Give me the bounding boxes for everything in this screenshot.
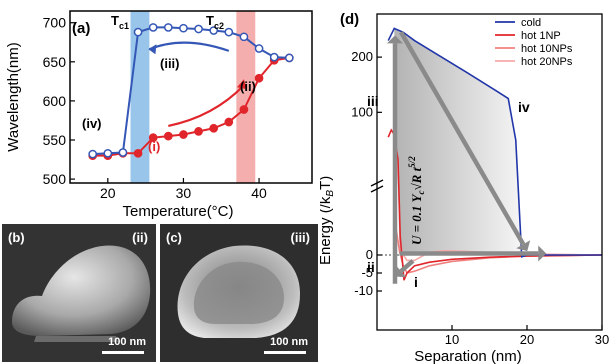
a-data-point [163,23,173,32]
red-curve-arrow [168,84,245,128]
a-y-tick-label: 500 [43,171,67,187]
a-data-point [88,149,98,159]
d-y-tick-label: 0 [366,247,373,262]
d-x-tick-label: 10 [445,332,459,347]
a-y-tick-label: 600 [43,93,67,109]
red-arrowhead [236,79,247,90]
annotation-iv: (iv) [82,116,102,131]
a-y-tick-label: 550 [43,132,67,148]
arrow-right-ii-head [538,245,547,262]
annotation-i-d: i [414,274,418,290]
arrow-down-iv-head [516,240,531,252]
blue-curve-arrow [148,41,230,52]
legend-entry: cold [521,17,541,29]
legend-entry: hot 20NPs [521,56,573,68]
d-x-tick-label: 20 [520,332,534,347]
a-data-point [118,148,128,157]
legend-entry: hot 10NPs [521,43,573,55]
panel-c-state-label: (iii) [290,230,311,245]
sem-image-b: (b) (ii) 100 nm [2,224,156,362]
barrier-formula: U = 0.1 Yc√R t5/2 [407,156,426,245]
annotation-iii-d: iii [367,93,379,109]
a-x-tick-label: 40 [251,185,267,201]
panel-a-frame [69,10,313,184]
arrow-up-iii-head [387,35,403,44]
arrow-down-i-head [394,265,407,278]
panel-c-label: (c) [166,230,182,245]
a-data-point [133,27,143,37]
a-y-tick-label: 650 [43,54,67,70]
d-x-tick-label: 30 [595,332,609,347]
panel-b-scale-bar [102,351,144,354]
panel-c-scale-bar [264,351,306,354]
arrow-down-iv [399,31,526,246]
particle-merged-shape [2,224,156,362]
a-data-point [179,130,188,139]
particle-shell-shape [160,224,318,362]
a-data-point [148,133,158,143]
a-data-point [133,148,143,158]
panel-b-scale-text: 100 nm [108,336,146,348]
a-y-tick-label: 700 [43,15,67,31]
annotation-ii: (ii) [240,79,256,94]
a-data-point [224,27,234,37]
panel-a-y-axis-label: Wavelength(nm) [5,42,22,151]
blue-arrowhead [148,44,157,55]
panel-d-y-axis-label: Energy (/kBT) [320,176,336,265]
tc1-band-label: Tc1 [111,13,129,31]
a-data-point [148,23,158,32]
a-series-line-0 [92,56,290,157]
a-x-tick-label: 30 [176,185,192,201]
tc2-band-label: Tc2 [206,13,224,31]
a-data-point [194,24,203,34]
a-x-tick-label: 20 [100,185,116,201]
band-tc2 [236,11,256,183]
panel-b-label: (b) [8,230,25,245]
a-data-point [103,148,113,158]
a-data-point [194,127,203,136]
a-data-point [209,26,219,35]
a-data-point [163,131,173,141]
panel-a-label: (a) [72,20,90,37]
annotation-iii: (iii) [160,56,180,71]
d-y-tick-label: 100 [351,104,373,119]
panel-c-scale-text: 100 nm [270,336,308,348]
annotation-i: (i) [148,139,160,154]
a-data-point [224,117,234,127]
a-data-point [284,53,294,63]
d-y-tick-label: -5 [361,265,373,280]
energy-barrier-shading [394,28,522,257]
a-data-point [239,105,249,114]
a-data-point [254,44,264,53]
annotation-iv-d: iv [518,99,530,115]
d-y-tick-label: 200 [351,49,373,64]
a-data-point [269,52,279,62]
sem-image-c: (c) (iii) 100 nm [160,224,318,362]
panel-b-state-label: (ii) [132,230,148,245]
panel-d-label: (d) [340,11,359,28]
d-y-tick-label: -10 [354,283,373,298]
arrow-down-i [399,259,415,273]
a-data-point [239,32,249,42]
a-data-point [209,123,219,133]
legend-entry: hot 1NP [521,30,561,42]
panel-d-x-axis-label: Separation (nm) [414,348,522,364]
a-data-point [254,73,264,83]
a-data-point [179,23,188,33]
panel-a-x-axis-label: Temperature(°C) [122,203,233,220]
annotation-ii-d: ii [367,259,375,275]
panel-d-frame [376,13,603,331]
axis-break-mark [370,179,384,193]
